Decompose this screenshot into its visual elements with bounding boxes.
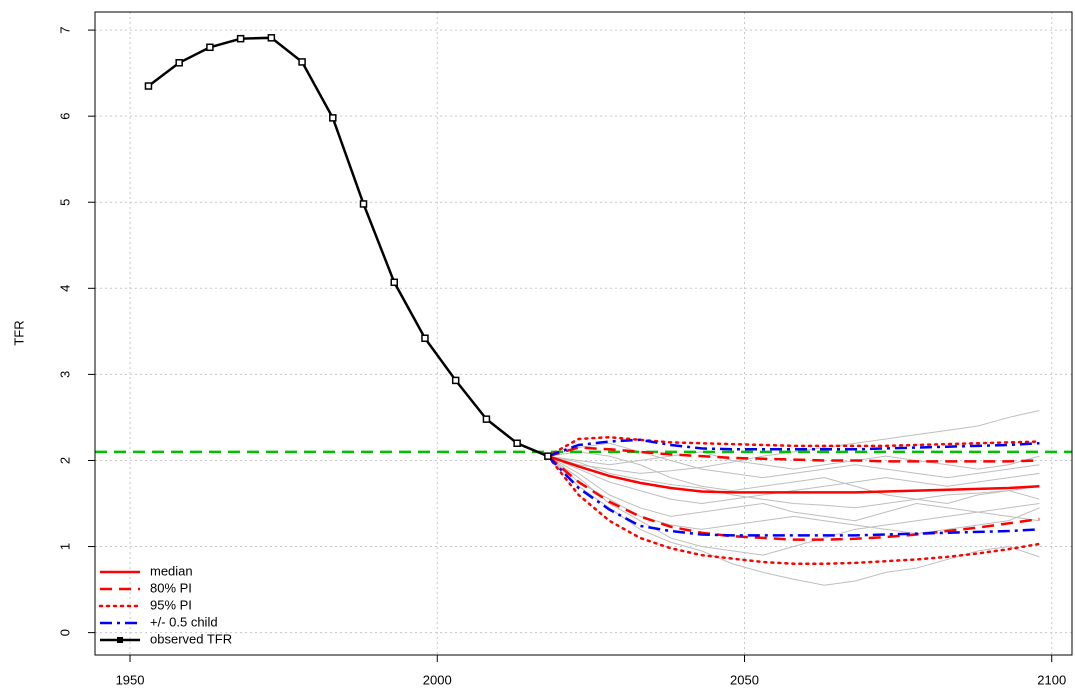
point — [267, 34, 276, 42]
series-lower-line — [546, 455, 1040, 537]
series-line — [547, 438, 1040, 458]
point — [359, 200, 368, 208]
point — [329, 114, 337, 122]
point — [421, 334, 429, 342]
y-axis-label: TFR — [11, 320, 26, 345]
point — [482, 415, 491, 423]
trajectory — [547, 455, 1040, 522]
point — [144, 82, 153, 90]
series-lower-line — [547, 455, 1040, 541]
legend-label: observed TFR — [150, 631, 232, 646]
point — [206, 43, 214, 52]
x-tick-label: 2100 — [1037, 672, 1066, 687]
x-tick-label: 2000 — [423, 672, 452, 687]
point — [236, 34, 245, 43]
series-line — [547, 454, 1040, 494]
point — [451, 376, 460, 385]
point — [390, 278, 398, 287]
legend-marker — [117, 637, 123, 643]
legend-label: +/- 0.5 child — [150, 614, 218, 629]
y-tick-label: 2 — [57, 457, 72, 464]
trajectory — [547, 442, 1040, 479]
y-tick-label: 6 — [57, 113, 72, 120]
series-line — [547, 446, 1040, 463]
legend-label: 80% PI — [150, 580, 192, 595]
y-tick-label: 1 — [57, 543, 72, 550]
y-tick-label: 3 — [57, 371, 72, 378]
trajectory — [547, 455, 1040, 586]
x-tick-label: 2050 — [730, 672, 759, 687]
trajectory — [547, 455, 1040, 556]
series-lower-line — [546, 454, 1041, 566]
y-tick-label: 4 — [57, 285, 72, 292]
point — [298, 58, 306, 66]
trajectory — [547, 410, 1040, 474]
trajectory — [547, 455, 1040, 505]
y-tick-label: 7 — [57, 26, 72, 33]
series-line — [147, 36, 549, 458]
y-tick-label: 5 — [57, 199, 72, 206]
plot-frame — [94, 11, 1073, 656]
point — [544, 452, 552, 460]
trajectory — [547, 451, 1040, 470]
point — [513, 439, 521, 447]
x-tick-label: 1950 — [116, 672, 145, 687]
series-line — [546, 435, 1041, 458]
legend-label: median — [150, 563, 193, 578]
legend-label: 95% PI — [150, 597, 192, 612]
point — [175, 59, 183, 67]
y-tick-label: 0 — [57, 629, 72, 636]
trajectory — [547, 455, 1040, 509]
